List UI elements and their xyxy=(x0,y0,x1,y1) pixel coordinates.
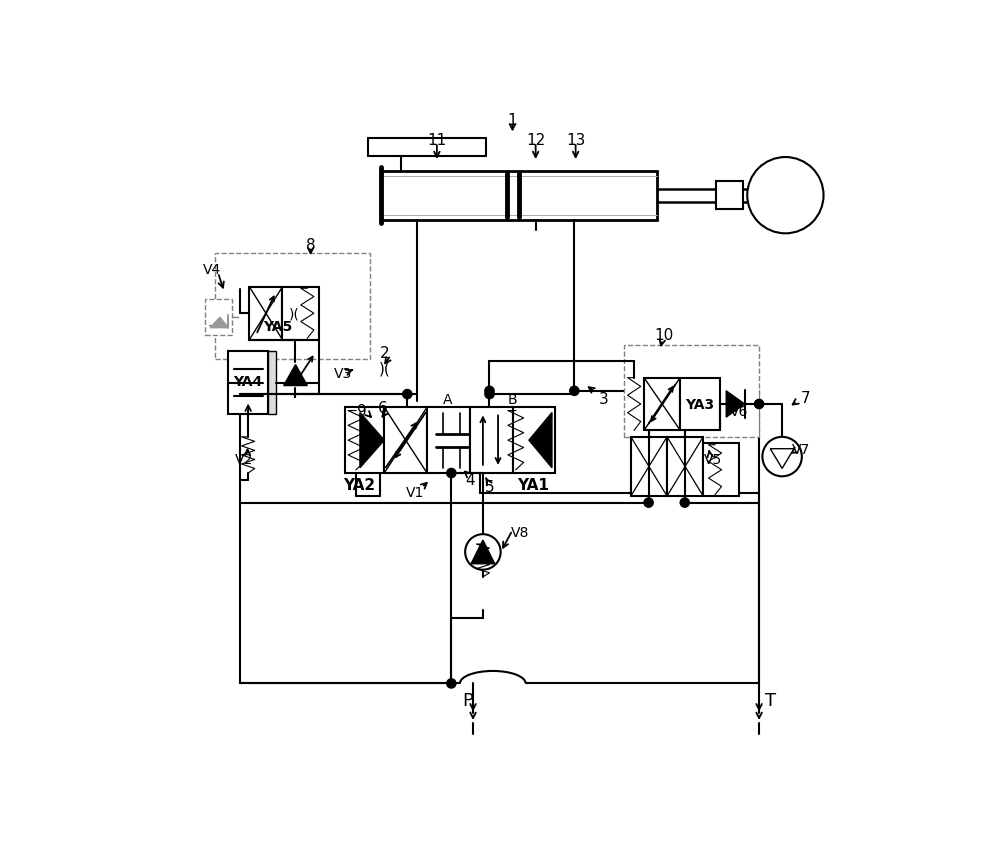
Text: YA1: YA1 xyxy=(518,478,549,493)
Text: 12: 12 xyxy=(526,133,545,148)
Bar xyxy=(384,408,427,473)
Text: YA4: YA4 xyxy=(234,374,263,388)
Text: V6: V6 xyxy=(730,404,749,418)
Bar xyxy=(680,378,720,431)
Text: V3: V3 xyxy=(334,367,352,380)
Text: 6: 6 xyxy=(377,400,387,415)
Text: V4: V4 xyxy=(203,263,221,277)
Bar xyxy=(205,299,232,335)
Text: YA5: YA5 xyxy=(263,320,292,334)
Text: V8: V8 xyxy=(511,525,530,540)
Circle shape xyxy=(465,535,501,570)
Bar xyxy=(703,444,739,496)
Text: YA2: YA2 xyxy=(343,478,375,493)
Text: P: P xyxy=(462,691,473,709)
Text: T: T xyxy=(765,691,776,709)
Circle shape xyxy=(485,386,494,396)
Bar xyxy=(381,171,657,221)
Bar xyxy=(631,438,667,496)
Text: V1: V1 xyxy=(406,485,424,500)
Circle shape xyxy=(754,400,764,409)
Circle shape xyxy=(570,386,579,396)
Circle shape xyxy=(447,679,456,688)
Bar xyxy=(268,352,276,415)
Text: V5: V5 xyxy=(704,453,722,467)
Text: 5: 5 xyxy=(485,479,494,494)
Text: YA3: YA3 xyxy=(685,397,714,411)
Circle shape xyxy=(644,498,653,508)
Polygon shape xyxy=(210,318,228,328)
Bar xyxy=(512,408,555,473)
Text: V7: V7 xyxy=(791,442,810,456)
Circle shape xyxy=(485,390,494,399)
Bar xyxy=(667,438,703,496)
Bar xyxy=(228,352,268,415)
Text: A: A xyxy=(443,392,453,406)
Text: B: B xyxy=(508,392,517,406)
Polygon shape xyxy=(471,541,495,564)
Polygon shape xyxy=(529,413,552,468)
Text: )(: )( xyxy=(289,307,300,321)
Circle shape xyxy=(447,469,456,478)
Text: 13: 13 xyxy=(566,133,585,148)
Circle shape xyxy=(762,438,802,477)
Bar xyxy=(215,253,370,360)
Text: 2: 2 xyxy=(379,345,389,361)
Bar xyxy=(644,378,680,431)
Circle shape xyxy=(680,498,689,508)
Polygon shape xyxy=(360,413,384,468)
Bar xyxy=(624,345,759,438)
Text: 10: 10 xyxy=(654,328,673,343)
Text: 8: 8 xyxy=(306,237,315,252)
Text: 4: 4 xyxy=(465,473,475,488)
Bar xyxy=(282,287,319,340)
Polygon shape xyxy=(284,365,307,386)
Text: 7: 7 xyxy=(800,391,810,405)
Bar xyxy=(427,408,470,473)
Text: V2: V2 xyxy=(235,453,253,467)
Text: 3: 3 xyxy=(598,392,608,407)
Bar xyxy=(249,287,282,340)
Text: 1: 1 xyxy=(508,113,517,128)
Bar xyxy=(470,408,512,473)
Polygon shape xyxy=(726,392,745,418)
Bar xyxy=(345,408,384,473)
Circle shape xyxy=(403,390,412,399)
Text: 11: 11 xyxy=(427,133,447,148)
Circle shape xyxy=(747,158,824,234)
Polygon shape xyxy=(770,450,794,469)
Bar xyxy=(716,183,743,210)
Text: )(: )( xyxy=(378,361,390,376)
Text: 9: 9 xyxy=(357,403,367,419)
